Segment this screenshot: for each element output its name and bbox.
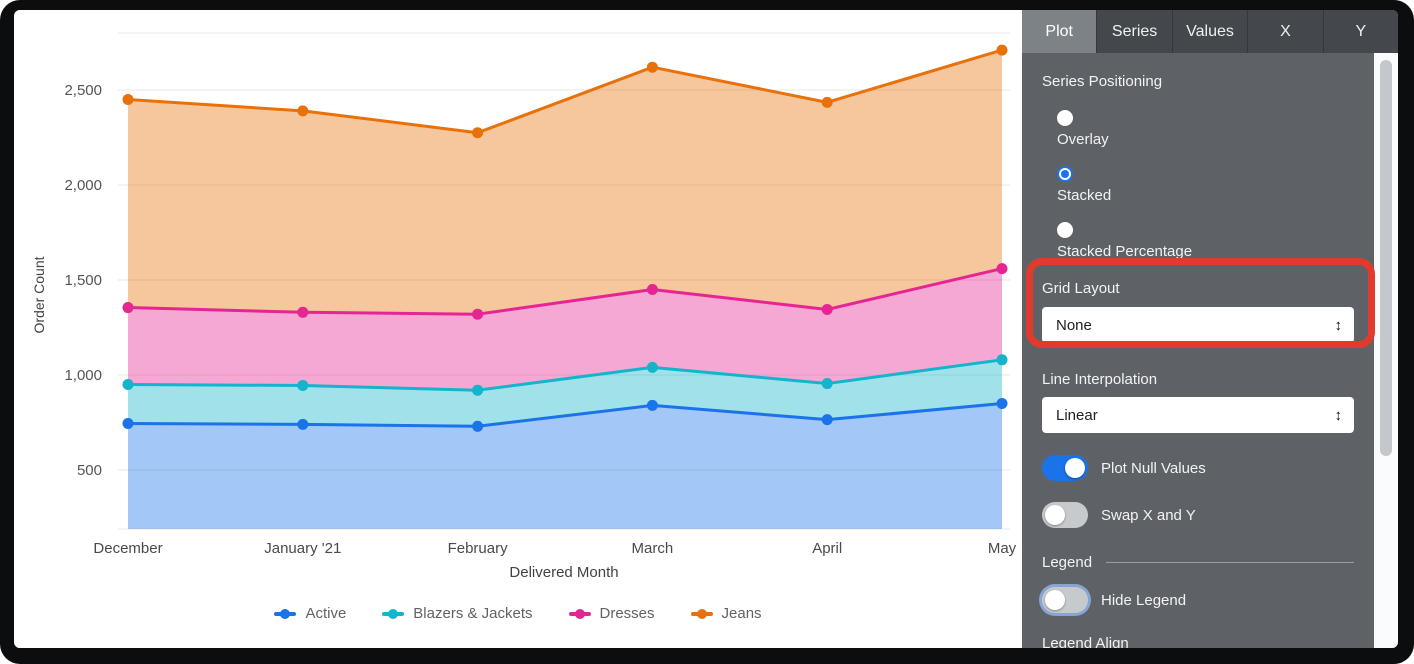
radio-label: Overlay — [1057, 131, 1109, 148]
updown-arrow-icon: ↕ — [1334, 316, 1343, 334]
hide-legend-row: Hide Legend — [1042, 587, 1354, 613]
svg-text:February: February — [448, 540, 509, 557]
svg-text:December: December — [93, 540, 162, 557]
svg-text:Delivered Month: Delivered Month — [509, 564, 618, 581]
updown-arrow-icon: ↕ — [1334, 406, 1343, 424]
radio-label: Stacked — [1057, 187, 1112, 204]
line-interpolation-select[interactable]: Linear ↕ — [1042, 397, 1354, 433]
plot-null-values-row: Plot Null Values — [1042, 455, 1354, 481]
series-positioning-radio-group: Overlay Stacked Stacked Percentage — [1042, 110, 1354, 260]
panel-scrollbar[interactable] — [1374, 53, 1398, 648]
legend-item-blazers-jackets[interactable]: Blazers & Jackets — [382, 605, 533, 622]
svg-text:500: 500 — [77, 462, 102, 479]
plot-null-values-label: Plot Null Values — [1101, 459, 1206, 477]
svg-text:1,000: 1,000 — [64, 367, 102, 384]
radio-item-stacked: Stacked — [1057, 166, 1354, 204]
plot-null-values-toggle[interactable] — [1042, 455, 1088, 481]
legend-marker-icon — [382, 611, 405, 616]
svg-text:May: May — [988, 540, 1017, 557]
svg-text:March: March — [632, 540, 674, 557]
svg-text:1,500: 1,500 — [64, 272, 102, 289]
legend-section-header: Legend — [1042, 554, 1354, 571]
legend-item-jeans[interactable]: Jeans — [690, 605, 762, 622]
grid-layout-value: None — [1056, 316, 1092, 334]
panel-body: Series Positioning Overlay Stacked Stacked… — [1022, 53, 1374, 648]
chart-legend: Active Blazers & Jackets Dresses Jeans — [14, 605, 1022, 622]
radio-item-stacked-percentage: Stacked Percentage — [1057, 222, 1354, 260]
radio-stacked[interactable] — [1057, 166, 1073, 182]
tab-values[interactable]: Values — [1171, 10, 1247, 53]
series-positioning-label: Series Positioning — [1042, 73, 1163, 90]
radio-stacked-percentage[interactable] — [1057, 222, 1073, 238]
svg-text:2,000: 2,000 — [64, 177, 102, 194]
grid-layout-select[interactable]: None ↕ — [1042, 307, 1354, 343]
radio-item-overlay: Overlay — [1057, 110, 1354, 148]
hide-legend-label: Hide Legend — [1101, 591, 1187, 609]
svg-text:April: April — [812, 540, 842, 557]
legend-marker-icon — [274, 611, 297, 616]
legend-label: Active — [305, 605, 347, 622]
tab-series[interactable]: Series — [1096, 10, 1171, 53]
legend-label: Dresses — [599, 605, 655, 622]
svg-text:Order Count: Order Count — [31, 256, 47, 333]
tab-y[interactable]: Y — [1322, 10, 1398, 53]
legend-item-active[interactable]: Active — [274, 605, 346, 622]
window-content: 500 1,000 1,500 2,000 2,500 December January '… — [14, 10, 1398, 648]
legend-item-dresses[interactable]: Dresses — [568, 605, 655, 622]
legend-label: Blazers & Jackets — [413, 605, 533, 622]
radio-label: Stacked Percentage — [1057, 243, 1193, 260]
svg-text:January '21: January '21 — [264, 540, 341, 557]
legend-section-label: Legend — [1042, 554, 1093, 571]
legend-marker-icon — [690, 611, 713, 616]
tab-x[interactable]: X — [1247, 10, 1322, 53]
section-divider — [1106, 562, 1354, 563]
svg-text:2,500: 2,500 — [64, 82, 102, 99]
stacked-area-chart: 500 1,000 1,500 2,000 2,500 December January '… — [31, 32, 1017, 581]
legend-marker-icon — [568, 611, 591, 616]
hide-legend-toggle[interactable] — [1042, 587, 1088, 613]
panel-tabs: Plot Series Values X Y — [1022, 10, 1398, 53]
swap-x-and-y-toggle[interactable] — [1042, 502, 1088, 528]
swap-x-y-row: Swap X and Y — [1042, 502, 1354, 528]
swap-x-and-y-label: Swap X and Y — [1101, 506, 1196, 524]
radio-overlay[interactable] — [1057, 110, 1073, 126]
tab-plot[interactable]: Plot — [1022, 10, 1097, 53]
grid-layout-label: Grid Layout — [1042, 280, 1120, 297]
legend-align-label: Legend Align — [1042, 635, 1129, 648]
scrollbar-thumb[interactable] — [1380, 60, 1392, 456]
chart-area: 500 1,000 1,500 2,000 2,500 December January '… — [14, 10, 1022, 648]
line-interpolation-label: Line Interpolation — [1042, 371, 1158, 388]
settings-panel: Plot Series Values X Y Series Positioning Ov… — [1022, 10, 1398, 648]
legend-label: Jeans — [721, 605, 762, 622]
line-interpolation-value: Linear — [1056, 406, 1098, 424]
